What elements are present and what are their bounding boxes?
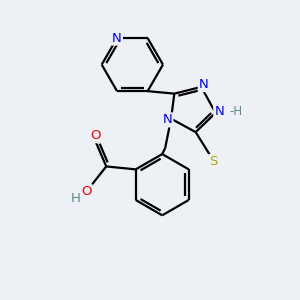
Text: N: N [199,78,208,91]
Text: H: H [71,192,81,205]
Text: -H: -H [230,105,243,118]
Text: N: N [163,113,172,126]
Text: O: O [90,129,100,142]
Text: O: O [81,185,92,198]
Text: N: N [214,105,224,118]
Text: N: N [112,32,122,45]
Text: S: S [209,155,218,168]
